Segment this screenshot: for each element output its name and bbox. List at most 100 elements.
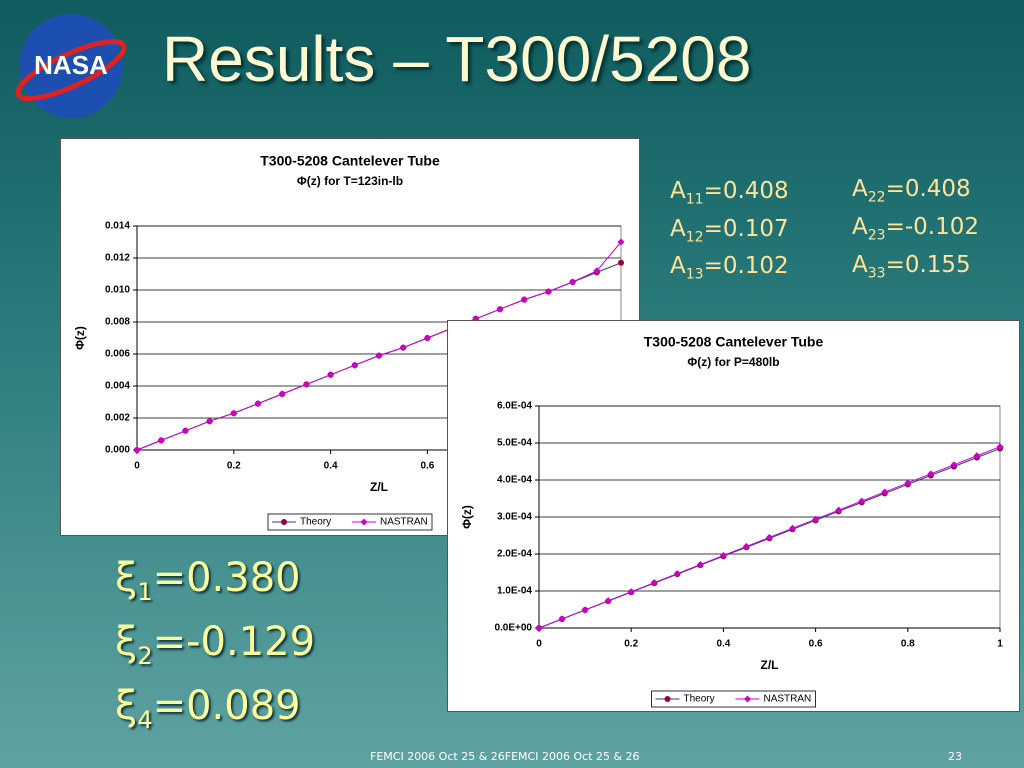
- data-point: [351, 361, 359, 369]
- value: =-0.102: [885, 214, 979, 240]
- data-point: [604, 597, 612, 605]
- subscript: 13: [685, 266, 704, 283]
- legend-marker: [281, 519, 287, 525]
- data-point: [618, 259, 624, 266]
- data-point: [950, 461, 958, 469]
- x-tick-label: 0.2: [624, 639, 638, 650]
- data-point: [858, 497, 866, 505]
- subscript: 22: [867, 189, 886, 206]
- chart-subtitle: Φ(z) for P=480lb: [687, 355, 779, 369]
- y-tick-label: 5.0E-04: [497, 438, 532, 449]
- chart-subtitle: Φ(z) for T=123in-lb: [297, 174, 403, 188]
- symbol: ξ: [115, 555, 138, 601]
- slide-title: Results – T300/5208: [162, 23, 752, 95]
- value: =0.107: [703, 216, 789, 242]
- nasa-logo: NASA: [15, 14, 127, 118]
- data-point: [593, 267, 601, 275]
- x-tick-label: 0.2: [227, 461, 241, 472]
- value: =0.408: [703, 178, 789, 204]
- data-point: [766, 533, 773, 541]
- legend-marker: [360, 518, 368, 526]
- y-tick-label: 3.0E-04: [497, 512, 532, 523]
- y-tick-label: 0.006: [105, 349, 130, 360]
- x-tick-label: 0.6: [809, 639, 823, 650]
- symbol: ξ: [115, 619, 138, 665]
- y-tick-label: 0.012: [105, 253, 130, 264]
- legend-label: NASTRAN: [764, 694, 812, 705]
- y-tick-label: 1.0E-04: [497, 586, 532, 597]
- chart-title: T300-5208 Cantelever Tube: [644, 334, 824, 350]
- data-point: [973, 452, 981, 460]
- subscript: 23: [867, 227, 886, 244]
- x-tick-label: 0: [536, 639, 542, 650]
- y-tick-label: 0.000: [105, 445, 130, 456]
- data-point: [423, 334, 431, 342]
- footer: FEMCI 2006 Oct 25 & 26FEMCI 2006 Oct 25 …: [370, 750, 640, 763]
- legend: [267, 513, 433, 531]
- symbol: A: [852, 214, 868, 240]
- value: =0.155: [885, 252, 971, 278]
- data-point: [835, 506, 843, 514]
- data-point: [375, 352, 383, 360]
- y-axis-label: Φ(z): [73, 326, 87, 350]
- coefficient: A11=0.408: [670, 178, 789, 208]
- y-tick-label: 2.0E-04: [497, 549, 532, 560]
- subscript: 2: [137, 642, 153, 670]
- y-tick-label: 0.014: [105, 221, 130, 232]
- data-point: [881, 488, 889, 496]
- value: =0.089: [152, 683, 301, 729]
- data-point: [157, 436, 165, 444]
- y-tick-label: 4.0E-04: [497, 475, 532, 486]
- y-axis-label: Φ(z): [460, 505, 474, 529]
- chart: T300-5208 Cantelever Tube Φ(z) for P=480l…: [447, 320, 1020, 712]
- symbol: A: [852, 252, 868, 278]
- chart-title: T300-5208 Cantelever Tube: [260, 153, 440, 169]
- data-point: [302, 380, 310, 388]
- symbol: ξ: [115, 683, 138, 729]
- data-point: [544, 288, 552, 296]
- legend-marker: [664, 696, 671, 702]
- value: =-0.129: [152, 619, 316, 665]
- damping: ξ4=0.089: [115, 683, 301, 734]
- y-tick-label: 0.010: [105, 285, 130, 296]
- value: =0.380: [152, 555, 301, 601]
- coefficient: A13=0.102: [670, 253, 789, 283]
- damping: ξ1=0.380: [115, 555, 301, 606]
- y-tick-label: 0.0E+00: [494, 623, 532, 634]
- data-point: [904, 479, 912, 487]
- data-point: [650, 579, 658, 587]
- data-point: [254, 400, 262, 408]
- coefficient: A33=0.155: [852, 252, 971, 282]
- value: =0.408: [885, 176, 971, 202]
- x-tick-label: 0.4: [324, 461, 338, 472]
- data-point: [399, 344, 407, 352]
- data-point: [719, 551, 727, 559]
- logo-text: NASA: [34, 50, 108, 80]
- legend-label: Theory: [300, 517, 331, 528]
- subscript: 12: [685, 229, 704, 246]
- data-point: [181, 427, 189, 435]
- data-point: [789, 524, 797, 532]
- data-point: [206, 417, 214, 425]
- data-point: [617, 238, 625, 246]
- data-point: [742, 542, 750, 550]
- x-tick-label: 1: [997, 639, 1003, 650]
- x-tick-label: 0.4: [716, 639, 730, 650]
- symbol: A: [852, 176, 868, 202]
- coefficient: A23=-0.102: [852, 214, 979, 244]
- symbol: A: [670, 178, 686, 204]
- data-point: [627, 588, 635, 596]
- x-tick-label: 0.8: [901, 639, 915, 650]
- x-tick-label: 0.6: [420, 461, 434, 472]
- y-tick-label: 0.002: [105, 413, 130, 424]
- legend-label: Theory: [684, 694, 715, 705]
- symbol: A: [670, 253, 686, 279]
- damping: ξ2=-0.129: [115, 619, 315, 670]
- data-point: [696, 561, 704, 569]
- x-tick-label: 0: [134, 461, 140, 472]
- value: =0.102: [703, 253, 789, 279]
- subscript: 4: [137, 706, 153, 734]
- data-point: [581, 606, 589, 614]
- x-axis-label: Z/L: [761, 658, 779, 672]
